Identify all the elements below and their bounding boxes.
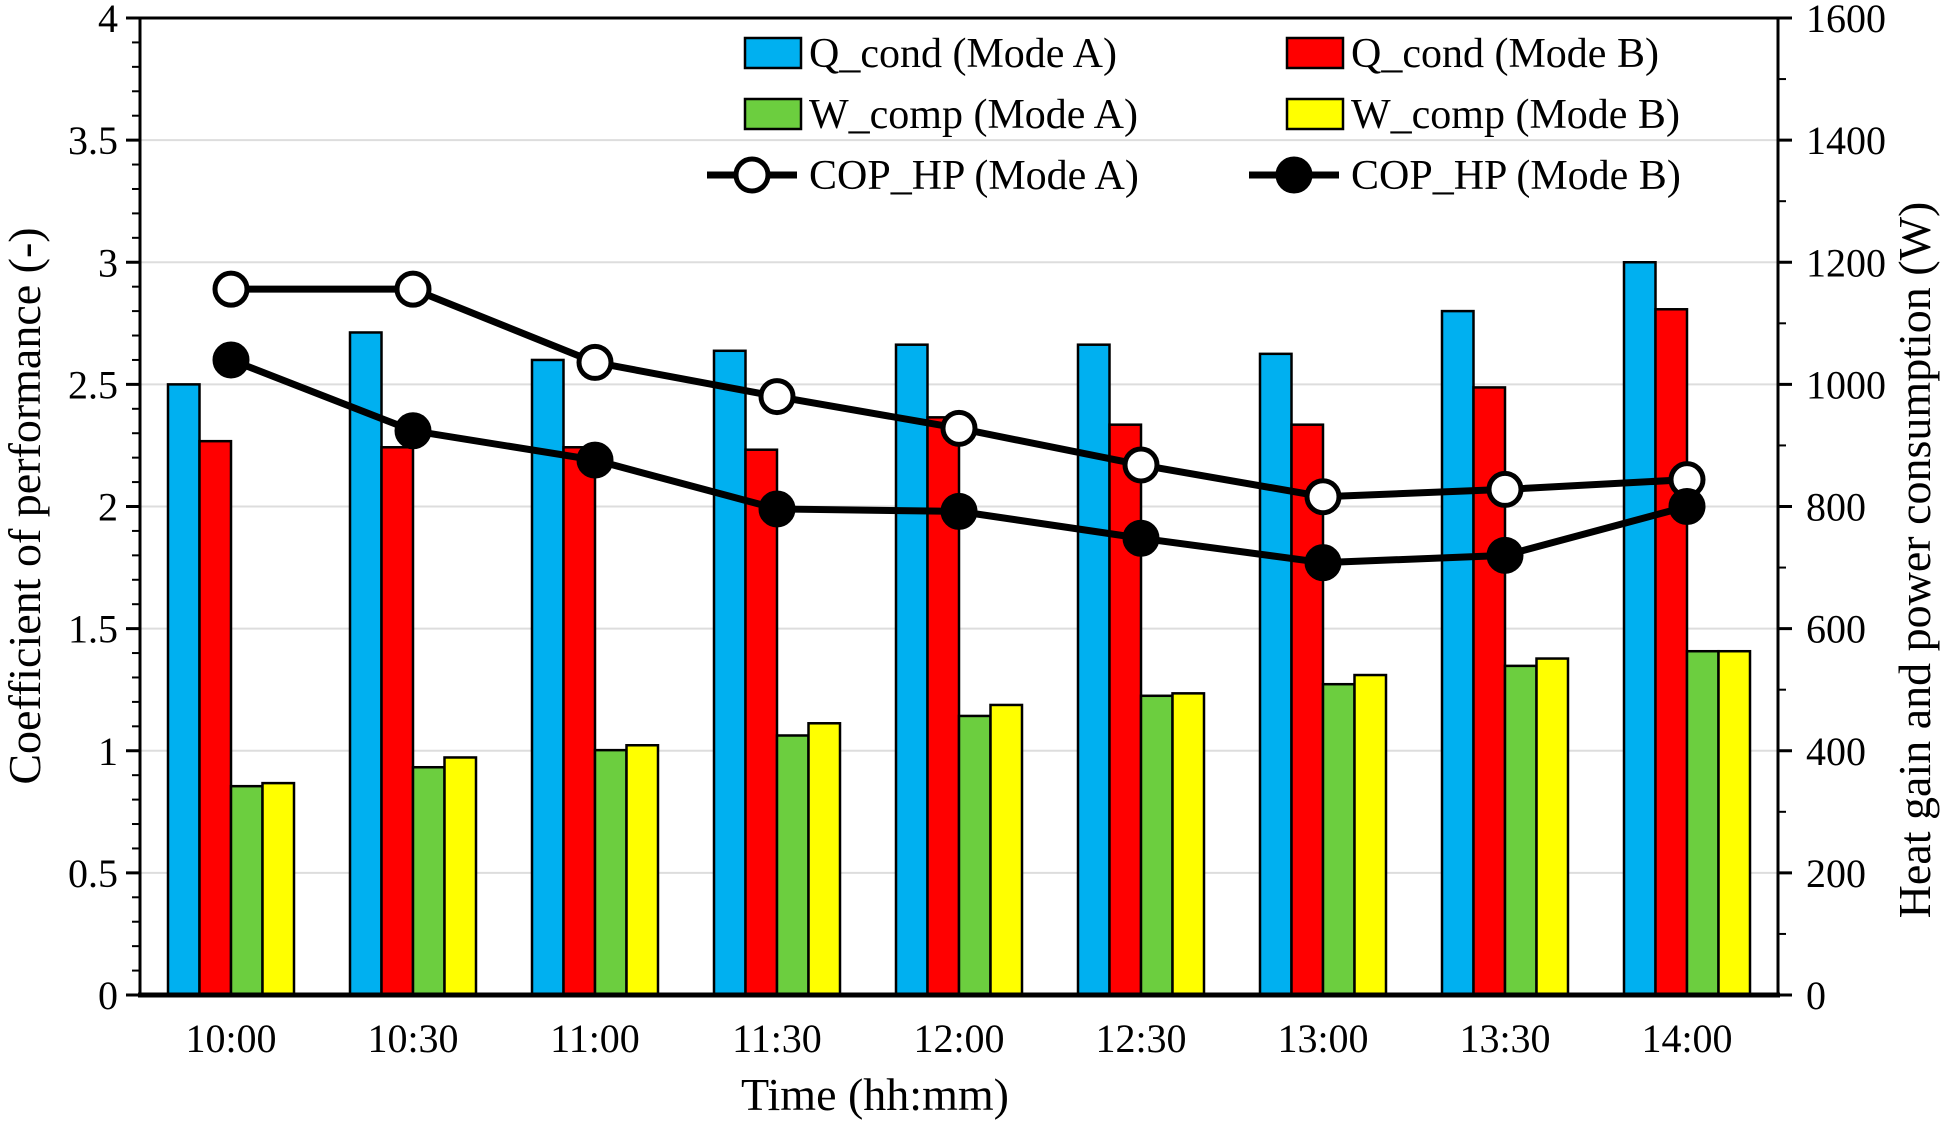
x-tick-label-13:30: 13:30 [1459,1016,1550,1061]
marker-cop-a-11:00 [576,343,614,381]
bar-wcomp-b-13:30 [1535,657,1570,997]
bar-qcond-a-10:30 [348,331,383,997]
right-axis-tick-label: 400 [1806,729,1866,774]
legend-swatch-w-comp-mode-b- [1285,97,1345,131]
left-axis-tick-label: 4 [98,0,118,41]
x-tick-label-12:30: 12:30 [1095,1016,1186,1061]
left-axis-tick-label: 2 [98,485,118,530]
legend-marker-cop-hp-mode-b- [1275,156,1313,194]
marker-cop-b-10:30 [394,412,432,450]
left-axis-tick-label: 1.5 [68,607,118,652]
legend-label: W_comp (Mode A) [809,92,1138,138]
bar-wcomp-b-11:00 [625,744,660,997]
x-tick-label-12:00: 12:00 [913,1016,1004,1061]
right-axis-tick-label: 600 [1806,607,1866,652]
bar-wcomp-b-12:00 [989,703,1024,997]
right-axis-tick-label: 1400 [1806,118,1886,163]
bar-qcond-b-11:00 [562,446,597,997]
bar-qcond-a-10:00 [166,383,201,997]
bar-wcomp-b-11:30 [807,722,842,997]
marker-cop-b-13:00 [1304,544,1342,582]
bar-qcond-a-12:00 [894,343,929,997]
right-axis-tick-label: 200 [1806,851,1866,896]
legend: Q_cond (Mode A) Q_cond (Mode B) W_comp (Mo… [707,31,1681,199]
x-tick-label-11:00: 11:00 [550,1016,640,1061]
bar-wcomp-a-13:30 [1503,664,1538,997]
bar-wcomp-a-11:00 [593,748,628,997]
left-axis-tick-label: 0.5 [68,851,118,896]
marker-cop-a-10:30 [394,270,432,308]
bar-wcomp-b-14:00 [1717,649,1752,997]
left-axis-title: Coefficient of performance (-) [0,227,50,784]
marker-cop-b-11:00 [576,441,614,479]
left-axis-tick-label: 2.5 [68,362,118,407]
legend-label: W_comp (Mode B) [1351,92,1680,138]
right-axis-tick-label: 1200 [1806,240,1886,285]
bar-qcond-a-12:30 [1076,343,1111,997]
bar-wcomp-a-12:00 [957,714,992,997]
right-axis-tick-label: 1600 [1806,0,1886,41]
marker-cop-b-11:30 [758,490,796,528]
legend-swatch-q-cond-mode-a- [743,36,803,70]
legend-label: COP_HP (Mode B) [1351,153,1681,199]
left-axis-tick-label: 1 [98,729,118,774]
marker-cop-b-14:00 [1668,488,1706,525]
marker-cop-b-12:30 [1122,519,1160,557]
marker-cop-b-12:00 [940,492,978,530]
legend-label: COP_HP (Mode A) [809,153,1139,199]
bar-wcomp-b-13:00 [1353,673,1388,997]
marker-cop-a-13:00 [1304,478,1342,516]
marker-cop-b-10:00 [212,341,250,379]
legend-label: Q_cond (Mode A) [809,31,1117,77]
x-tick-label-11:30: 11:30 [732,1016,822,1061]
bar-wcomp-a-14:00 [1685,649,1720,997]
marker-cop-a-12:00 [940,409,978,447]
bar-qcond-b-12:30 [1108,423,1143,997]
left-axis-tick-label: 3.5 [68,118,118,163]
right-axis-title: Heat gain and power consumption (W) [1889,202,1940,919]
bar-wcomp-b-10:00 [261,781,296,997]
marker-cop-a-10:00 [212,270,250,308]
bar-qcond-a-13:00 [1258,352,1293,997]
legend-swatch-q-cond-mode-b- [1285,36,1345,70]
bar-qcond-b-10:00 [198,439,233,997]
left-axis-tick-label: 0 [98,973,118,1018]
bar-wcomp-a-10:00 [229,784,264,997]
x-axis-title: Time (hh:mm) [741,1069,1009,1120]
bar-wcomp-a-12:30 [1139,694,1174,997]
right-axis-tick-label: 800 [1806,485,1866,530]
bar-wcomp-a-10:30 [411,765,446,997]
bar-qcond-b-14:00 [1654,308,1689,997]
bar-wcomp-a-11:30 [775,734,810,997]
bar-qcond-b-13:00 [1290,423,1325,997]
right-axis-tick-label: 0 [1806,973,1826,1018]
marker-cop-a-11:30 [758,378,796,416]
right-axis-tick-label: 1000 [1806,362,1886,407]
bar-wcomp-a-13:00 [1321,682,1356,997]
bar-qcond-b-10:30 [380,446,415,997]
bar-wcomp-b-10:30 [443,756,478,997]
bar-qcond-a-14:00 [1622,261,1657,997]
marker-cop-a-13:30 [1486,470,1524,508]
left-axis-tick-label: 3 [98,240,118,285]
bar-qcond-b-11:30 [744,448,779,997]
bar-qcond-a-11:30 [712,349,747,997]
legend-swatch-w-comp-mode-a- [743,97,803,131]
legend-label: Q_cond (Mode B) [1351,31,1659,77]
marker-cop-a-12:30 [1122,446,1160,484]
bar-wcomp-b-12:30 [1171,692,1206,997]
x-tick-label-13:00: 13:00 [1277,1016,1368,1061]
x-tick-label-10:00: 10:00 [185,1016,276,1061]
x-tick-label-10:30: 10:30 [367,1016,458,1061]
legend-marker-cop-hp-mode-a- [733,156,771,194]
marker-cop-b-13:30 [1486,536,1524,574]
bar-qcond-a-13:30 [1440,309,1475,997]
x-tick-label-14:00: 14:00 [1641,1016,1732,1061]
